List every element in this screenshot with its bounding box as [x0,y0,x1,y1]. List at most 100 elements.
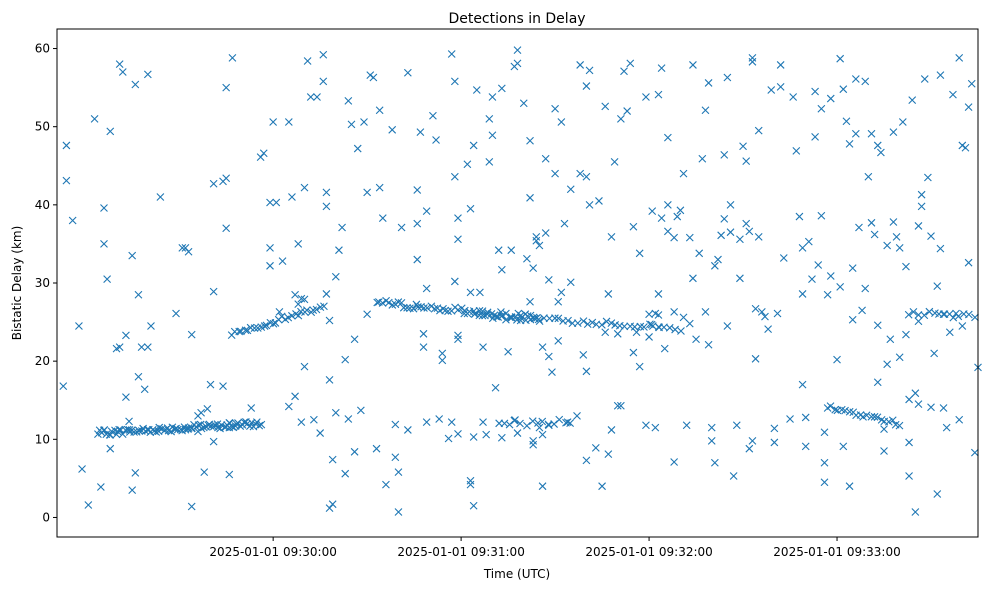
data-point [275,308,284,316]
data-point [939,404,948,412]
data-point [291,392,299,401]
data-point [319,50,328,59]
x-tick-label: 2025-01-01 09:33:00 [773,545,900,559]
data-point [748,436,757,445]
data-point [438,349,447,358]
data-point [294,300,303,308]
data-point [892,233,901,241]
data-point [454,429,462,438]
data-point [880,425,888,434]
data-point [601,102,610,111]
data-point [804,237,813,246]
data-point [949,90,957,99]
data-point [742,219,751,228]
data-point [222,224,231,233]
data-point [209,179,218,188]
data-point [538,482,547,491]
data-point [971,313,979,322]
data-point [403,303,411,312]
data-point [873,321,882,330]
data-point [685,233,694,242]
data-point [698,154,707,163]
data-point [961,143,970,152]
data-point [861,77,870,86]
data-point [225,470,234,479]
data-point [820,428,829,437]
data-point [62,141,71,150]
data-point [222,83,231,92]
data-point [808,275,816,283]
data-point [382,480,390,489]
data-point [529,440,538,449]
x-tick-label: 2025-01-01 09:31:00 [397,545,524,559]
data-point [964,310,973,319]
data-point [470,310,479,319]
data-point [954,312,963,321]
data-point [936,244,945,253]
data-point [732,421,741,430]
data-point [579,351,588,359]
data-point [560,219,569,228]
data-point [870,412,879,421]
data-point [795,212,804,221]
data-point [413,219,422,228]
data-point [331,272,340,281]
data-point [237,327,245,336]
data-point [855,223,863,232]
data-point [209,287,218,296]
data-point [883,360,892,369]
data-point [432,136,440,144]
data-point [447,418,456,427]
data-point [582,456,591,465]
data-point [479,343,487,351]
data-point [742,157,751,165]
data-point [585,66,594,75]
data-point [873,378,882,387]
data-point [714,255,722,264]
data-point [100,240,108,248]
data-point [414,303,422,311]
data-point [645,333,653,341]
data-point [125,426,134,434]
data-point [588,318,597,327]
data-point [898,118,907,126]
data-point [717,231,726,240]
data-point [647,320,656,329]
data-point [663,227,672,236]
data-point [955,54,964,62]
data-point [137,343,146,351]
data-point [384,298,393,307]
data-point [917,190,926,199]
data-point [645,310,653,319]
data-point [485,114,494,123]
data-point [463,160,472,169]
data-point [657,64,666,72]
data-point [409,304,418,313]
data-point [670,458,679,466]
data-point [103,275,112,283]
data-point [930,349,939,358]
data-point [143,343,152,351]
data-point [378,299,387,307]
data-point [219,382,227,391]
data-point [761,312,769,321]
data-point [260,322,269,330]
data-point [269,319,278,328]
y-axis-label: Bistatic Delay (km) [10,226,24,341]
data-point [450,277,459,286]
data-point [895,421,904,430]
data-point [635,249,644,258]
data-point [826,272,835,280]
data-point [695,249,704,258]
data-point [776,61,785,69]
data-point [629,348,638,357]
data-point [895,353,904,362]
data-point [773,309,782,318]
data-point [284,402,293,411]
data-point [541,229,550,237]
data-point [375,106,384,115]
data-point [723,73,732,82]
data-point [422,418,431,427]
data-point [252,418,261,426]
data-point [147,322,155,330]
